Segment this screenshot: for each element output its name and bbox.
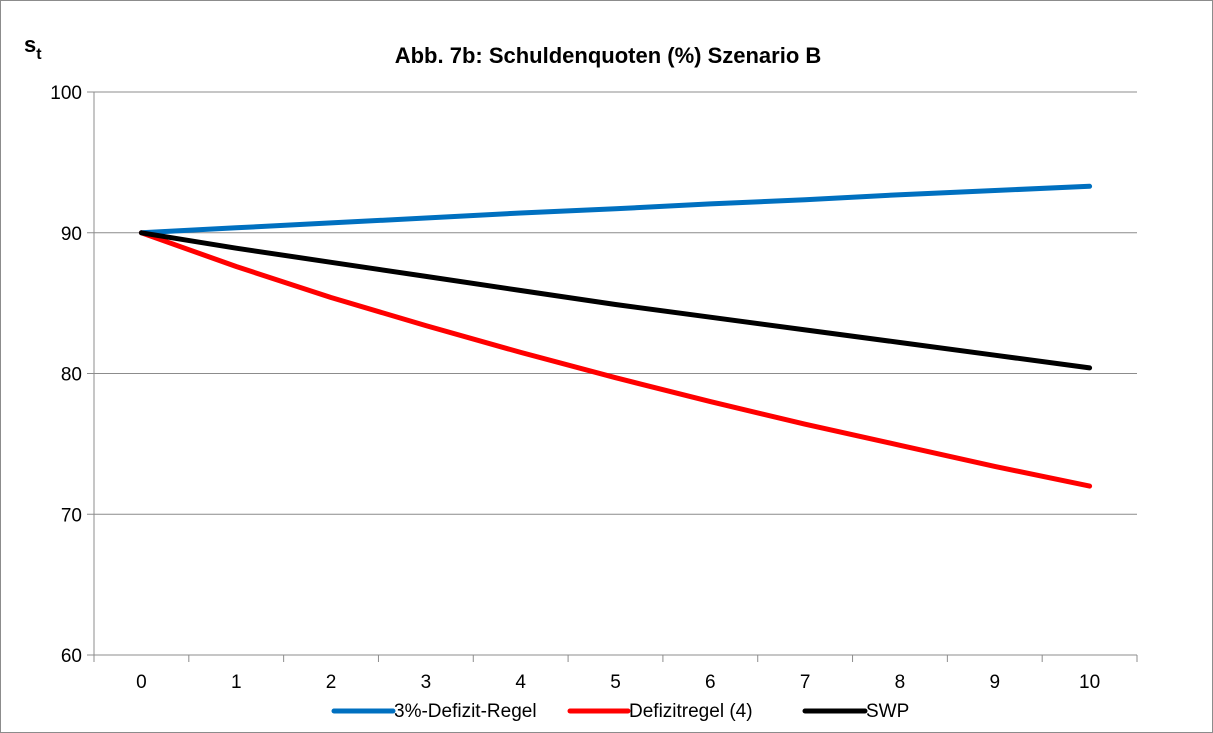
x-tick-label-8: 8 [895, 672, 906, 693]
x-tick-label-6: 6 [705, 672, 716, 693]
y-axis-label-sub: t [36, 46, 42, 63]
y-tick-label-80: 80 [61, 365, 82, 386]
series-lines [138, 183, 1093, 489]
x-tick-label-1: 1 [231, 672, 242, 693]
y-axis-label: st [24, 32, 42, 63]
series-line-2 [138, 230, 1093, 489]
tick-labels: 60 70 80 90 100 0 1 2 3 4 5 6 7 8 9 10 [50, 83, 1100, 693]
y-tick-label-100: 100 [50, 83, 82, 104]
x-tick-label-9: 9 [989, 672, 1000, 693]
x-tick-label-3: 3 [421, 672, 432, 693]
legend-label-3: SWP [866, 701, 909, 722]
gridlines [94, 91, 1137, 515]
axes [87, 91, 1138, 662]
x-tick-label-10: 10 [1079, 672, 1100, 693]
x-tick-label-0: 0 [136, 672, 147, 693]
y-tick-label-90: 90 [61, 224, 82, 245]
series-line-3 [138, 230, 1093, 371]
legend-label-1: 3%-Defizit-Regel [394, 701, 537, 722]
x-tick-label-4: 4 [515, 672, 526, 693]
y-tick-label-60: 60 [61, 646, 82, 667]
legend: 3%-Defizit-Regel Defizitregel (4) SWP [331, 701, 909, 722]
x-tick-label-2: 2 [326, 672, 337, 693]
series-line-1 [138, 183, 1093, 236]
y-axis-label-main: s [24, 32, 36, 57]
x-tick-label-5: 5 [610, 672, 621, 693]
y-tick-label-70: 70 [61, 505, 82, 526]
legend-label-2: Defizitregel (4) [629, 701, 753, 722]
x-tick-label-7: 7 [800, 672, 811, 693]
chart-title: Abb. 7b: Schuldenquoten (%) Szenario B [395, 43, 822, 68]
